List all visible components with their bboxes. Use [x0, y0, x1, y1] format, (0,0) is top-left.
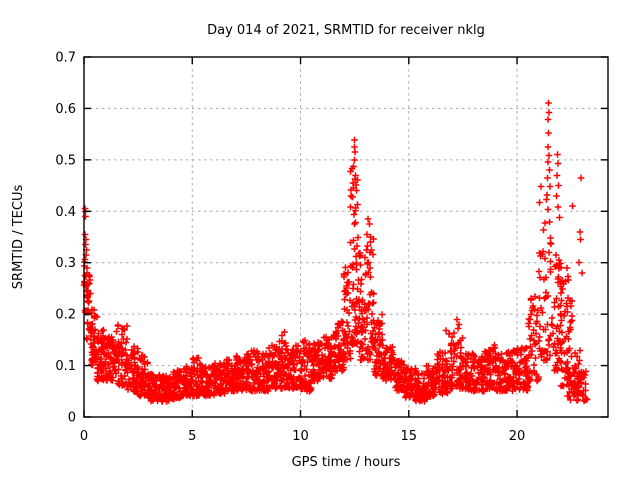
data-points-layer: [80, 99, 591, 405]
plot-border: [83, 56, 609, 418]
x-tick-label: 0: [80, 429, 88, 444]
x-tick-label: 5: [188, 429, 196, 444]
y-tick-label: 0: [68, 411, 76, 426]
x-axis-label: GPS time / hours: [292, 455, 401, 470]
y-tick-label: 0.2: [55, 308, 76, 323]
x-tick-label: 20: [509, 429, 526, 444]
tick-labels-layer: 0 5 10 15 20 0 0.1 0.2 0.3 0.4 0.5 0.6 0.7: [55, 51, 525, 445]
axes-layer: [83, 56, 609, 418]
y-tick-label: 0.4: [55, 205, 76, 220]
y-axis-label: SRMTID / TECUs: [11, 185, 26, 290]
y-tick-label: 0.7: [55, 51, 76, 66]
chart-title: Day 014 of 2021, SRMTID for receiver nkl…: [207, 23, 485, 38]
y-tick-label: 0.5: [55, 153, 76, 168]
y-tick-label: 0.3: [55, 256, 76, 271]
scatter-points: [80, 99, 591, 405]
x-tick-label: 15: [401, 429, 418, 444]
y-tick-label: 0.1: [55, 359, 76, 374]
y-tick-label: 0.6: [55, 102, 76, 117]
x-tick-label: 10: [292, 429, 309, 444]
